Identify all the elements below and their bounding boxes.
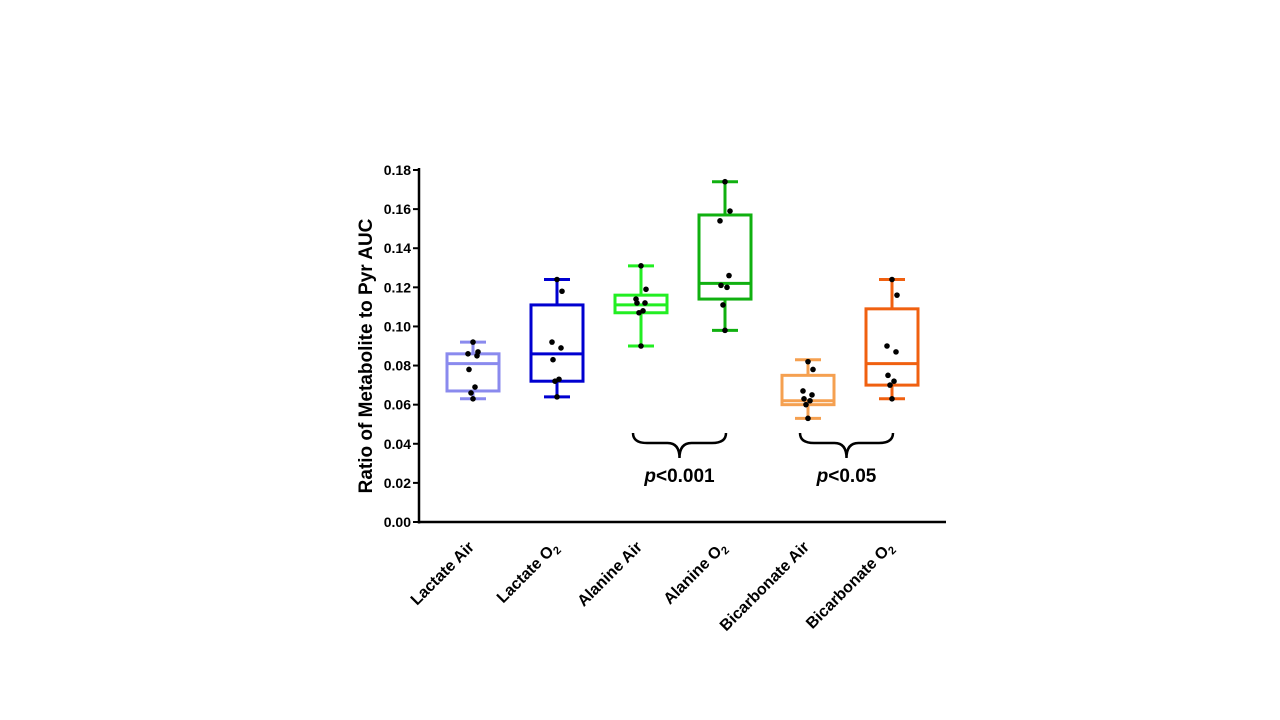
data-point — [468, 390, 474, 396]
data-point — [638, 343, 644, 349]
data-point — [472, 384, 478, 390]
data-point — [810, 366, 816, 373]
axes — [417, 168, 946, 524]
box-alanine-o2 — [697, 178, 753, 334]
data-point — [891, 378, 897, 385]
y-tick-label: 0.10 — [384, 318, 411, 334]
data-point — [726, 272, 732, 279]
y-axis-ticks: 0.00 0.02 0.04 0.06 0.08 0.10 0.12 0.14 0.16 0.18 — [384, 162, 419, 530]
data-point — [552, 378, 558, 385]
box-alanine-air — [613, 263, 669, 349]
data-point — [474, 352, 480, 359]
y-tick-label: 0.18 — [384, 162, 411, 178]
data-point — [470, 339, 476, 345]
data-point — [554, 394, 560, 400]
data-point — [803, 401, 809, 408]
data-point — [466, 366, 472, 373]
data-point — [889, 396, 895, 402]
data-point — [893, 349, 899, 355]
x-category-label: Bicarbonate O2 — [803, 539, 899, 635]
y-tick-label: 0.14 — [384, 240, 411, 256]
data-point — [807, 397, 813, 404]
y-tick-label: 0.08 — [384, 358, 411, 374]
x-category-label: Alanine O2 — [661, 539, 732, 610]
iqr-box — [697, 213, 753, 301]
data-point — [722, 178, 728, 185]
y-tick-label: 0.04 — [384, 436, 411, 452]
data-point — [558, 345, 564, 351]
data-point — [643, 286, 649, 293]
data-point — [642, 300, 648, 306]
x-axis-labels: Lactate Air Lactate O2 Alanine Air Alanine … — [408, 539, 899, 635]
box-series — [445, 178, 920, 422]
box-bicarbonate-air — [780, 358, 836, 422]
x-category-label: Alanine Air — [574, 539, 645, 610]
data-point — [801, 396, 807, 402]
y-tick-label: 0.02 — [384, 475, 411, 491]
data-point — [554, 276, 560, 283]
data-point — [722, 327, 728, 334]
significance-brace — [798, 432, 895, 459]
data-point — [805, 415, 811, 422]
data-point — [889, 276, 895, 283]
data-point — [634, 300, 640, 306]
significance-brace — [631, 432, 728, 459]
significance-annotations: p<0.001 p<0.05 — [631, 432, 895, 487]
iqr-box — [529, 303, 585, 383]
box-lactate-o2 — [529, 276, 585, 400]
y-tick-label: 0.16 — [384, 201, 411, 217]
y-tick-label: 0.00 — [384, 514, 411, 530]
data-point — [717, 218, 723, 224]
data-point — [809, 392, 815, 398]
x-category-label: Lactate O2 — [494, 539, 564, 609]
p-value-label: p<0.001 — [643, 466, 715, 487]
data-point — [724, 284, 730, 291]
data-point — [465, 351, 471, 357]
data-point — [727, 208, 733, 214]
y-axis-title: Ratio of Metabolite to Pyr AUC — [356, 218, 377, 493]
data-point — [894, 292, 900, 298]
data-point — [549, 339, 555, 345]
box-lactate-air — [445, 339, 501, 402]
y-tick-label: 0.12 — [384, 279, 411, 295]
data-point — [550, 356, 556, 363]
data-point — [720, 302, 726, 308]
iqr-box — [864, 307, 920, 387]
data-point — [636, 309, 642, 316]
data-point — [887, 382, 893, 388]
data-point — [885, 372, 891, 379]
y-tick-label: 0.06 — [384, 397, 411, 413]
data-point — [638, 263, 644, 269]
data-point — [884, 343, 890, 349]
data-point — [718, 282, 724, 289]
data-point — [470, 396, 476, 402]
box-bicarbonate-o2 — [864, 276, 920, 402]
data-point — [805, 358, 811, 365]
x-category-label: Lactate Air — [408, 539, 478, 609]
p-value-label: p<0.05 — [816, 466, 877, 487]
data-point — [559, 288, 565, 295]
data-point — [800, 388, 806, 394]
